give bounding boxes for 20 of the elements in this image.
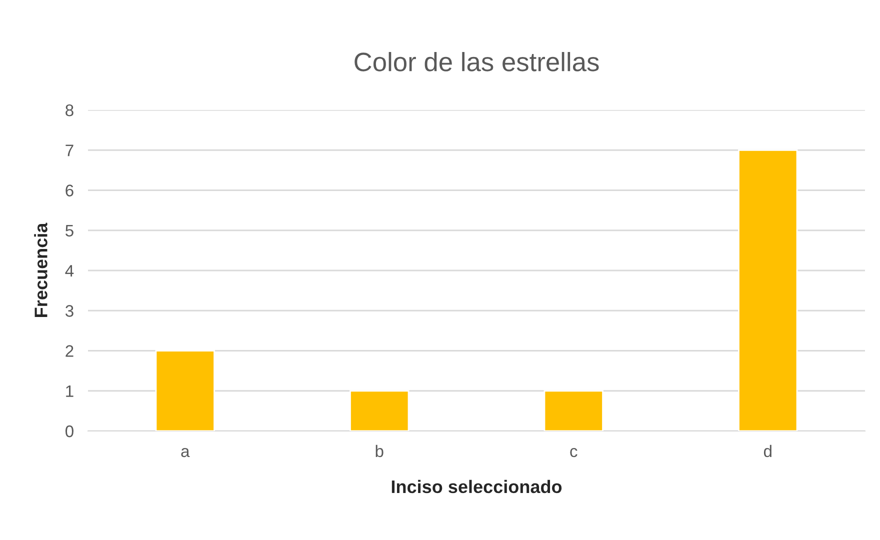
y-tick-label: 2: [66, 345, 74, 357]
chart-title: Color de las estrellas: [354, 52, 599, 72]
x-axis-title: Inciso seleccionado: [392, 480, 562, 494]
x-tick-label: c: [570, 448, 578, 458]
x-tick-label: d: [764, 444, 772, 458]
y-tick-label: 0: [65, 425, 74, 438]
bar: [544, 390, 604, 431]
y-axis-title: Frecuencia: [34, 222, 48, 317]
x-tick-label: a: [181, 448, 190, 458]
bar: [350, 390, 410, 431]
x-tick-label: b: [376, 444, 384, 458]
y-tick-label: 3: [65, 305, 74, 317]
y-tick-label: 7: [66, 144, 74, 156]
y-tick-label: 4: [65, 265, 74, 277]
bar: [155, 350, 215, 431]
bar: [738, 149, 798, 431]
y-tick-label: 1: [66, 385, 74, 397]
y-tick-label: 8: [66, 104, 74, 116]
y-tick-label: 6: [66, 184, 74, 196]
y-tick-label: 5: [66, 224, 74, 237]
